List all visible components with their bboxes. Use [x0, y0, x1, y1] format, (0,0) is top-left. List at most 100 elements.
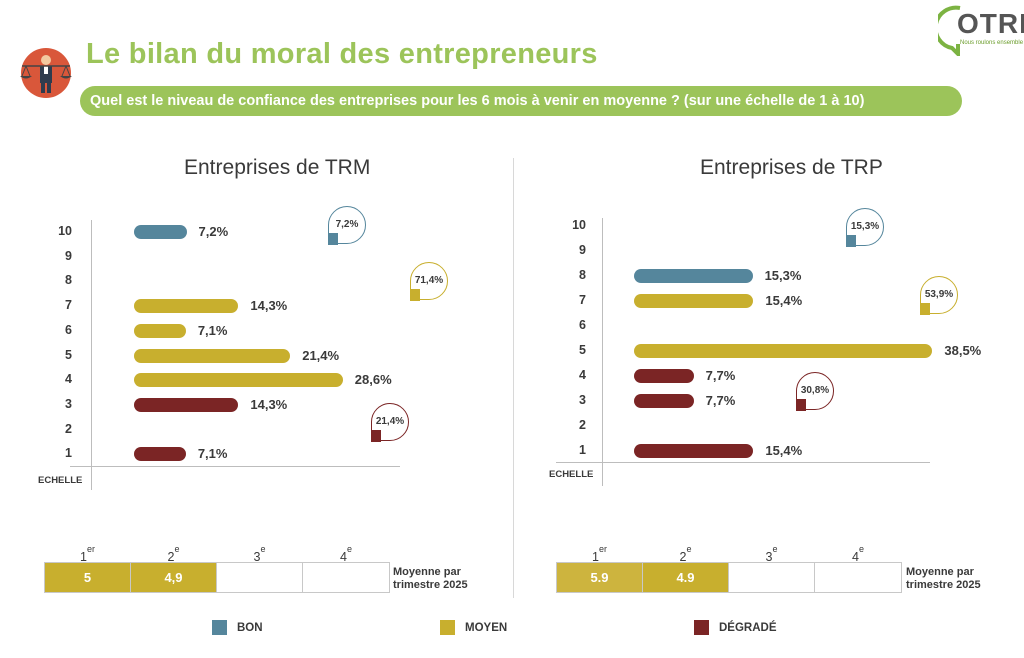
- data-label: 7,7%: [705, 368, 736, 383]
- x-axis-line: [556, 462, 930, 463]
- quarter-value: 4.9: [676, 570, 695, 585]
- entrepreneur-balance-icon: [20, 48, 72, 98]
- bubble-value: 30,8%: [800, 385, 830, 396]
- tick-label: 10: [58, 224, 72, 238]
- legend-item-bon: BON: [212, 620, 263, 635]
- total-bubble-degrade: 30,8%: [795, 372, 834, 411]
- quarter-header: 3e: [253, 544, 266, 565]
- quarter-cell: 1er 5.9: [557, 544, 643, 592]
- total-bubble-moyen: 71,4%: [409, 262, 448, 301]
- bar: [134, 397, 239, 412]
- bubble-value: 15,3%: [850, 221, 880, 232]
- panel-divider: [513, 158, 514, 598]
- quarter-cell: 3e: [729, 544, 815, 592]
- quarter-cell: 2e 4.9: [643, 544, 729, 592]
- data-label: 15,4%: [765, 443, 803, 458]
- page-title: Le bilan du moral des entrepreneurs: [86, 38, 598, 70]
- legend-item-degrade: DÉGRADÉ: [694, 620, 777, 635]
- quarter-header: 1er: [592, 544, 607, 565]
- quarter-header: 2e: [167, 544, 180, 565]
- data-label: 7,7%: [705, 393, 736, 408]
- legend-swatch-moyen: [440, 620, 455, 635]
- axis-label: ECHELLE: [549, 469, 594, 480]
- bubble-corner: [327, 232, 338, 245]
- data-label: 7,1%: [197, 446, 228, 462]
- bar: [134, 323, 186, 338]
- tick-label: 2: [579, 418, 586, 432]
- data-label: 28,6%: [354, 372, 392, 388]
- tick-label: 3: [65, 396, 72, 411]
- x-axis-line: [70, 466, 400, 467]
- data-label: 15,4%: [765, 293, 803, 308]
- bar: [134, 299, 239, 314]
- quarter-caption: Moyenne par trimestre 2025: [393, 566, 468, 591]
- legend-swatch-degrade: [694, 620, 709, 635]
- bubble-value: 53,9%: [924, 289, 954, 300]
- data-label: 14,3%: [250, 298, 288, 314]
- quarter-header: 2e: [679, 544, 692, 565]
- chart-title: Entreprises de TRP: [700, 156, 883, 179]
- bar: [634, 394, 694, 408]
- bar: [634, 444, 754, 458]
- tick-label: 5: [65, 347, 72, 362]
- bar: [634, 269, 753, 283]
- legend-swatch-bon: [212, 620, 227, 635]
- quarter-value: 5.9: [590, 570, 609, 585]
- bubble-corner: [845, 234, 856, 247]
- quarter-header: 1er: [80, 544, 95, 565]
- tick-label: 6: [65, 322, 72, 337]
- quarter-value: 5: [83, 570, 92, 585]
- bar: [134, 373, 343, 388]
- tick-label: 2: [65, 421, 72, 436]
- bar: [634, 369, 694, 383]
- logo-text: OTRE: [957, 8, 1024, 39]
- quarter-caption: Moyenne par trimestre 2025: [906, 566, 981, 591]
- tick-label: 10: [572, 218, 586, 232]
- quarter-cell: 1er 5: [45, 544, 131, 592]
- total-bubble-bon: 15,3%: [845, 208, 884, 247]
- bar: [134, 447, 186, 462]
- bubble-value: 21,4%: [375, 416, 405, 427]
- quarter-value: 4,9: [164, 570, 183, 585]
- question-banner: Quel est le niveau de confiance des entr…: [80, 86, 962, 116]
- quarter-header: 4e: [852, 544, 864, 565]
- tick-label: 9: [65, 248, 72, 263]
- quarter-cell: 2e 4,9: [131, 544, 217, 592]
- tick-label: 4: [579, 368, 586, 382]
- tick-label: 5: [579, 343, 586, 357]
- tick-label: 4: [65, 372, 72, 387]
- bar: [634, 294, 754, 308]
- bar: [634, 344, 933, 358]
- quarter-header: 4e: [340, 544, 352, 565]
- tick-label: 1: [65, 446, 72, 461]
- bar: [134, 225, 187, 239]
- data-label: 7,1%: [197, 322, 228, 338]
- bubble-value: 7,2%: [335, 219, 359, 230]
- tick-label: 7: [65, 298, 72, 313]
- quarter-table: 1er 5.9 2e 4.9 3e 4e: [556, 544, 902, 593]
- total-bubble-moyen: 53,9%: [919, 276, 958, 315]
- bar: [134, 348, 291, 363]
- tick-label: 8: [65, 273, 72, 288]
- quarter-cell: 3e: [217, 544, 303, 592]
- total-bubble-degrade: 21,4%: [370, 403, 409, 442]
- data-label: 7,2%: [198, 224, 229, 239]
- legend-label-degrade: DÉGRADÉ: [719, 621, 777, 634]
- tick-label: 8: [579, 268, 586, 282]
- quarter-cell: 4e: [815, 544, 901, 592]
- quarter-table: 1er 5 2e 4,9 3e 4e: [44, 544, 390, 593]
- legend-item-moyen: MOYEN: [440, 620, 507, 635]
- bubble-corner: [795, 398, 806, 411]
- data-label: 38,5%: [944, 343, 982, 358]
- chart-title: Entreprises de TRM: [184, 156, 371, 179]
- quarter-header: 3e: [765, 544, 778, 565]
- axis-label: ECHELLE: [38, 475, 83, 486]
- bubble-value: 71,4%: [414, 275, 444, 286]
- total-bubble-bon: 7,2%: [327, 206, 366, 245]
- tick-label: 9: [579, 243, 586, 257]
- data-label: 15,3%: [764, 268, 802, 283]
- otre-logo-icon: [938, 5, 961, 56]
- bubble-corner: [409, 288, 420, 301]
- logo-tagline: Nous roulons ensemble: [960, 40, 1024, 46]
- y-axis-line: [91, 220, 92, 490]
